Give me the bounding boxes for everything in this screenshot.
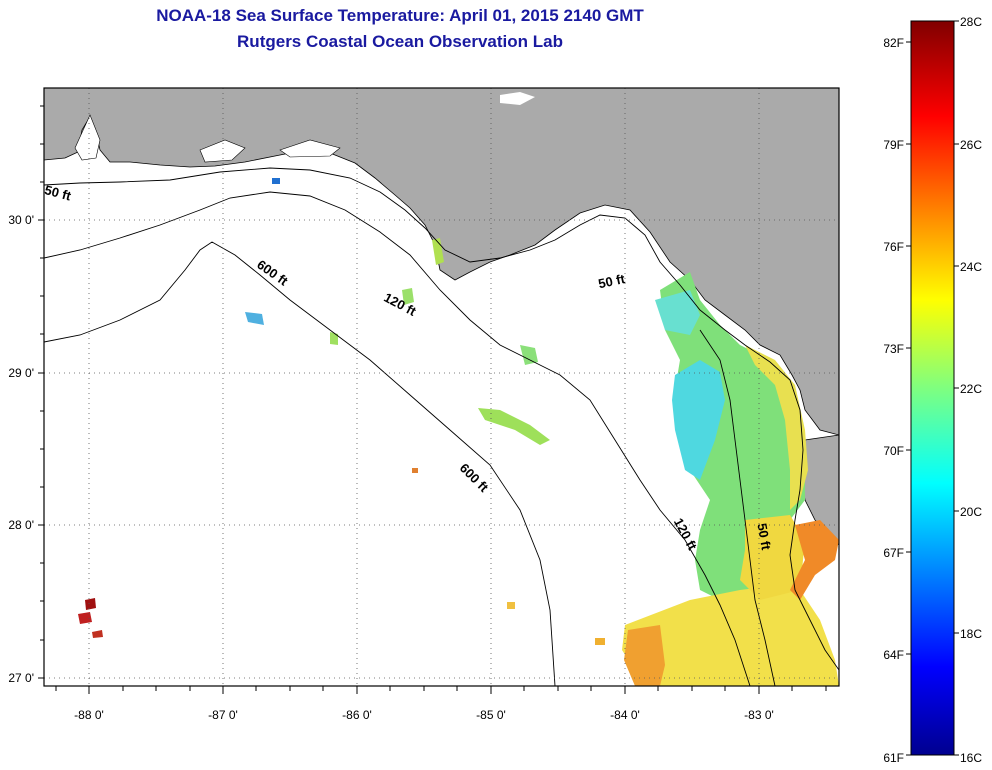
lon-tick-label: -86 0' <box>342 708 372 722</box>
sst-patch-cyan <box>672 360 725 480</box>
lon-tick-label: -87 0' <box>208 708 238 722</box>
lat-tick-label: 27 0' <box>8 671 34 685</box>
contour-label: 50 ft <box>754 522 774 552</box>
contour-label: 50 ft <box>597 271 627 291</box>
lon-tick-label: -85 0' <box>476 708 506 722</box>
sst-patch-orange-2 <box>790 520 839 600</box>
lat-tick-label: 28 0' <box>8 518 34 532</box>
contour-label: 50 ft <box>43 182 73 204</box>
map-subtitle: Rutgers Coastal Ocean Observation Lab <box>237 32 563 51</box>
sst-patch-yellow-2 <box>740 515 805 600</box>
lon-tick-label: -84 0' <box>610 708 640 722</box>
map-title: NOAA-18 Sea Surface Temperature: April 0… <box>156 6 644 25</box>
lon-tick-label: -83 0' <box>744 708 774 722</box>
map-frame <box>43 87 840 687</box>
lat-tick-label: 30 0' <box>8 213 34 227</box>
lat-tick-label: 29 0' <box>8 366 34 380</box>
sst-patch-yellow <box>622 585 839 686</box>
sst-patch-cyan-2 <box>655 290 700 335</box>
sst-patch-orange <box>624 625 665 686</box>
lon-tick-label: -88 0' <box>74 708 104 722</box>
